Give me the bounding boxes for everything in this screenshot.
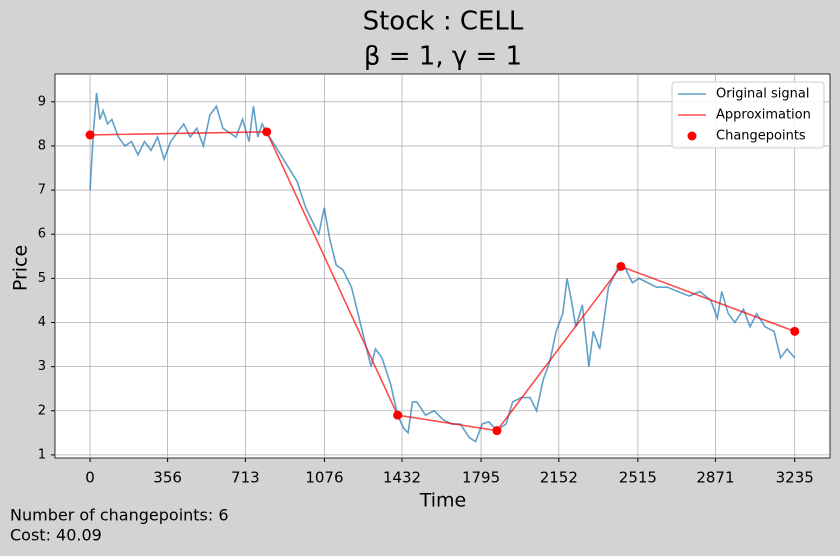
y-tick-label: 8	[38, 138, 46, 153]
chart-subtitle: β = 1, γ = 1	[364, 42, 522, 72]
annotation: Cost: 40.09	[10, 526, 102, 545]
legend-box	[671, 81, 825, 149]
y-tick-label: 2	[38, 403, 46, 418]
y-axis-label: Price	[10, 245, 32, 291]
x-axis-label: Time	[419, 490, 467, 512]
changepoint	[492, 426, 502, 436]
x-tick-label: 2152	[540, 469, 578, 487]
legend-label: Changepoints	[716, 129, 806, 144]
changepoint	[790, 326, 800, 336]
y-tick-label: 3	[38, 359, 46, 374]
changepoint	[393, 410, 403, 420]
changepoint	[85, 130, 95, 140]
x-tick-label: 2515	[619, 469, 657, 487]
legend-label: Original signal	[716, 87, 809, 102]
changepoint	[616, 261, 626, 271]
x-tick-label: 713	[231, 469, 260, 487]
y-tick-label: 6	[38, 227, 46, 242]
annotation: Number of changepoints: 6	[10, 506, 229, 525]
y-tick-label: 5	[38, 271, 46, 286]
x-tick-label: 1076	[305, 469, 343, 487]
legend-marker	[687, 131, 697, 141]
x-tick-label: 2871	[696, 469, 734, 487]
x-tick-label: 3235	[776, 469, 814, 487]
y-tick-label: 4	[38, 315, 46, 330]
y-tick-label: 1	[38, 447, 46, 462]
y-tick-label: 9	[38, 94, 46, 109]
chart-title: Stock : CELL	[363, 7, 524, 37]
series-line	[90, 131, 795, 432]
series-line	[89, 92, 796, 443]
legend-label: Approximation	[716, 108, 811, 123]
x-tick-label: 356	[153, 469, 182, 487]
x-tick-label: 0	[85, 469, 95, 487]
y-tick-label: 7	[38, 183, 46, 198]
changepoint	[262, 127, 272, 137]
x-tick-label: 1795	[462, 469, 500, 487]
x-tick-label: 1432	[383, 469, 421, 487]
